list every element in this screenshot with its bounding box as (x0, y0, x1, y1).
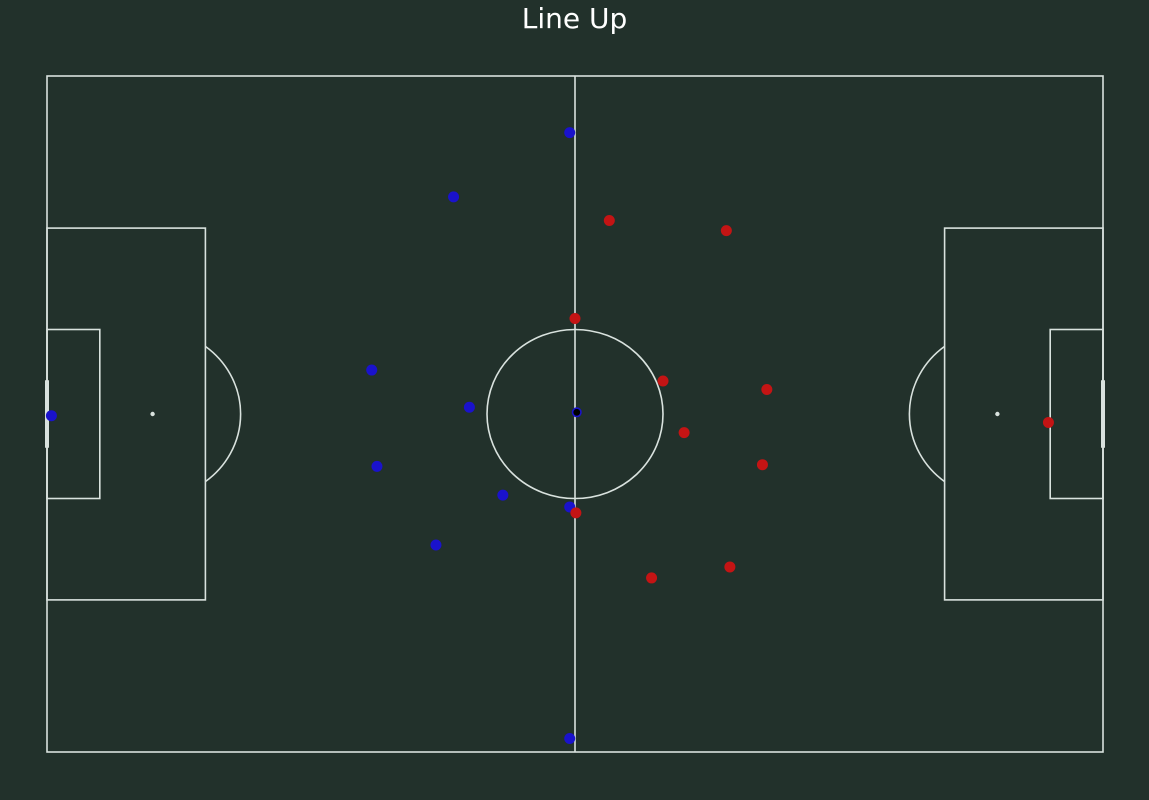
away-player-2 (603, 214, 615, 226)
away-player-5 (657, 375, 669, 387)
penalty-spot-right (995, 411, 1000, 417)
penalty-arc-right (908, 345, 946, 483)
six-yard-box-right (1049, 328, 1104, 500)
home-player-3 (448, 191, 460, 203)
home-player-5 (463, 401, 475, 413)
away-player-6 (761, 383, 773, 395)
chart-title: Line Up (521, 2, 628, 35)
penalty-area-right (943, 227, 1104, 601)
away-player-1 (1042, 416, 1054, 428)
home-player-1 (45, 410, 57, 422)
away-player-7 (678, 427, 690, 439)
home-player-7 (497, 489, 509, 501)
home-player-6 (371, 460, 383, 472)
penalty-spot-left (150, 411, 155, 417)
penalty-arc-left (204, 345, 242, 483)
players-layer (45, 127, 1054, 744)
away-player-3 (720, 225, 732, 237)
away-player-4 (569, 313, 581, 325)
penalty-area-left (46, 227, 207, 601)
ball-marker (571, 407, 582, 418)
away-player-9 (570, 507, 582, 519)
home-player-9 (430, 539, 442, 551)
center-circle (486, 328, 664, 500)
away-player-11 (646, 572, 658, 584)
home-player-4 (366, 364, 378, 376)
home-player-10 (564, 732, 576, 744)
home-player-2 (564, 127, 576, 139)
away-player-10 (724, 561, 736, 573)
away-player-8 (756, 459, 768, 471)
